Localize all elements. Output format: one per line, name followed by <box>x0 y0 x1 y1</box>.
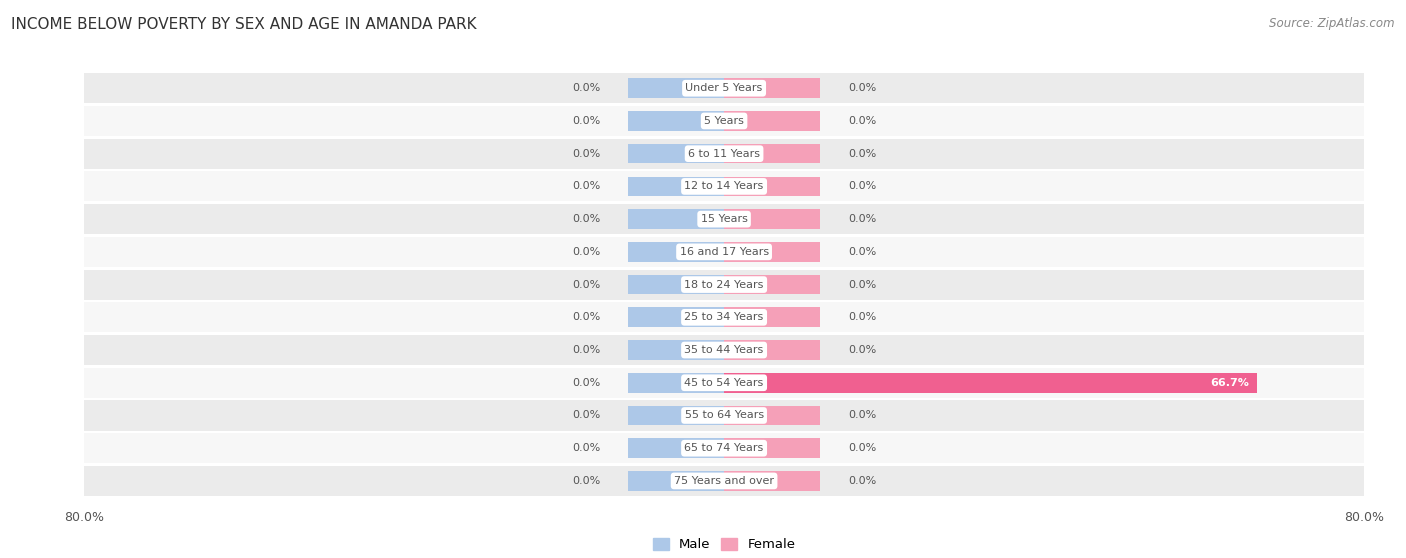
Bar <box>628 340 724 360</box>
Bar <box>724 144 820 163</box>
Text: 66.7%: 66.7% <box>1211 378 1250 388</box>
Text: 0.0%: 0.0% <box>848 148 876 158</box>
Bar <box>628 209 724 229</box>
Bar <box>84 302 1364 333</box>
Text: Under 5 Years: Under 5 Years <box>686 83 762 93</box>
Text: 0.0%: 0.0% <box>572 345 600 355</box>
Bar <box>84 433 1364 463</box>
Bar <box>724 79 820 98</box>
Bar <box>84 204 1364 234</box>
Bar <box>628 275 724 295</box>
Text: 0.0%: 0.0% <box>848 443 876 453</box>
Bar <box>724 242 820 262</box>
Bar <box>724 373 1257 393</box>
Bar <box>724 340 820 360</box>
Text: 0.0%: 0.0% <box>848 345 876 355</box>
Text: 35 to 44 Years: 35 to 44 Years <box>685 345 763 355</box>
Bar <box>724 275 820 295</box>
Bar <box>84 171 1364 201</box>
Bar <box>724 439 820 458</box>
Bar <box>724 209 820 229</box>
Text: INCOME BELOW POVERTY BY SEX AND AGE IN AMANDA PARK: INCOME BELOW POVERTY BY SEX AND AGE IN A… <box>11 17 477 32</box>
Text: 0.0%: 0.0% <box>848 83 876 93</box>
Text: 45 to 54 Years: 45 to 54 Years <box>685 378 763 388</box>
Bar <box>628 439 724 458</box>
Bar <box>628 242 724 262</box>
Text: 6 to 11 Years: 6 to 11 Years <box>688 148 761 158</box>
Text: 0.0%: 0.0% <box>572 116 600 126</box>
Text: 0.0%: 0.0% <box>572 280 600 290</box>
Bar <box>628 144 724 163</box>
Text: 0.0%: 0.0% <box>572 378 600 388</box>
Text: 0.0%: 0.0% <box>572 411 600 421</box>
Bar <box>628 176 724 196</box>
Bar <box>84 368 1364 398</box>
Bar <box>724 471 820 490</box>
Text: 0.0%: 0.0% <box>572 312 600 323</box>
Text: 0.0%: 0.0% <box>572 83 600 93</box>
Bar <box>84 237 1364 267</box>
Legend: Male, Female: Male, Female <box>647 532 801 556</box>
Bar <box>724 111 820 131</box>
Text: Source: ZipAtlas.com: Source: ZipAtlas.com <box>1270 17 1395 30</box>
Bar <box>628 79 724 98</box>
Text: 25 to 34 Years: 25 to 34 Years <box>685 312 763 323</box>
Text: 12 to 14 Years: 12 to 14 Years <box>685 181 763 191</box>
Text: 0.0%: 0.0% <box>848 181 876 191</box>
Bar <box>724 406 820 425</box>
Bar <box>724 307 820 327</box>
Text: 0.0%: 0.0% <box>848 247 876 257</box>
Bar <box>84 335 1364 365</box>
Text: 65 to 74 Years: 65 to 74 Years <box>685 443 763 453</box>
Text: 0.0%: 0.0% <box>848 411 876 421</box>
Bar <box>84 270 1364 300</box>
Text: 55 to 64 Years: 55 to 64 Years <box>685 411 763 421</box>
Bar <box>84 466 1364 496</box>
Text: 0.0%: 0.0% <box>572 181 600 191</box>
Bar <box>628 307 724 327</box>
Bar <box>628 373 724 393</box>
Text: 0.0%: 0.0% <box>572 214 600 224</box>
Bar <box>84 401 1364 431</box>
Bar <box>84 106 1364 136</box>
Text: 0.0%: 0.0% <box>848 280 876 290</box>
Text: 0.0%: 0.0% <box>572 443 600 453</box>
Bar <box>84 73 1364 103</box>
Bar <box>628 471 724 490</box>
Text: 16 and 17 Years: 16 and 17 Years <box>679 247 769 257</box>
Bar <box>724 176 820 196</box>
Text: 0.0%: 0.0% <box>848 312 876 323</box>
Text: 0.0%: 0.0% <box>572 476 600 486</box>
Text: 0.0%: 0.0% <box>848 214 876 224</box>
Text: 0.0%: 0.0% <box>572 148 600 158</box>
Text: 75 Years and over: 75 Years and over <box>673 476 775 486</box>
Bar <box>628 406 724 425</box>
Bar <box>84 138 1364 169</box>
Text: 5 Years: 5 Years <box>704 116 744 126</box>
Text: 0.0%: 0.0% <box>572 247 600 257</box>
Text: 0.0%: 0.0% <box>848 116 876 126</box>
Text: 18 to 24 Years: 18 to 24 Years <box>685 280 763 290</box>
Text: 15 Years: 15 Years <box>700 214 748 224</box>
Text: 0.0%: 0.0% <box>848 476 876 486</box>
Bar <box>628 111 724 131</box>
